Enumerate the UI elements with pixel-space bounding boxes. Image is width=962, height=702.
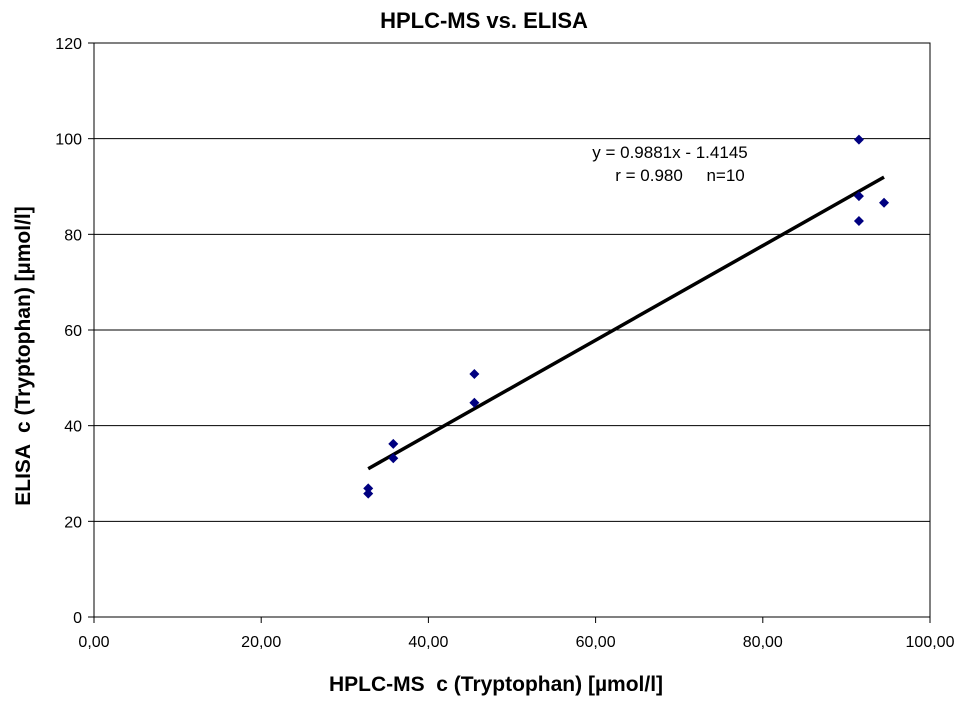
y-tick-label: 40: [64, 419, 82, 436]
correlation-stats: r = 0.980 n=10: [615, 166, 744, 185]
y-tick-label: 0: [73, 610, 82, 627]
data-point: [388, 438, 399, 449]
y-tick-label: 60: [64, 323, 82, 340]
data-points: [363, 134, 890, 499]
x-tick-label: 60,00: [576, 634, 616, 651]
chart-title: HPLC-MS vs. ELISA: [380, 8, 588, 33]
data-point: [853, 134, 864, 145]
x-tick-label: 100,00: [906, 634, 955, 651]
y-axis-label: ELISA c (Tryptophan) [µmol/l]: [12, 206, 35, 506]
data-point: [879, 197, 890, 208]
axis-ticks: 0 20 40 60 80 100 120 0,00 20,00 40,00 60,00 80,00 1…: [55, 36, 954, 651]
y-tick-label: 80: [64, 227, 82, 244]
x-tick-label: 0,00: [78, 634, 109, 651]
y-tick-label: 100: [55, 132, 82, 149]
y-tick-label: 20: [64, 514, 82, 531]
data-point: [853, 215, 864, 226]
x-tick-label: 20,00: [241, 634, 281, 651]
x-tick-label: 40,00: [408, 634, 448, 651]
y-tick-label: 120: [55, 36, 82, 53]
trendline-layer: [367, 175, 885, 471]
trendline-equation: y = 0.9881x - 1.4145: [592, 143, 747, 162]
data-point: [363, 488, 374, 499]
x-tick-label: 80,00: [743, 634, 783, 651]
data-point: [469, 369, 480, 380]
data-point: [469, 397, 480, 408]
gridlines: [94, 138, 930, 522]
x-axis-label: HPLC-MS c (Tryptophan) [µmol/l]: [329, 673, 663, 696]
data-point: [363, 483, 374, 494]
data-point: [388, 453, 399, 464]
trendline: [367, 175, 885, 471]
data-point: [853, 191, 864, 202]
